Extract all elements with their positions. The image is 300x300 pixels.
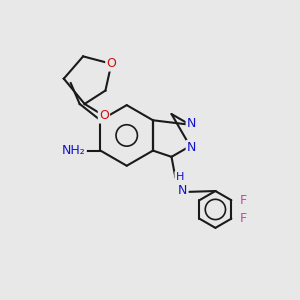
Text: F: F — [240, 212, 247, 225]
Text: N: N — [187, 117, 196, 130]
Text: NH₂: NH₂ — [62, 144, 86, 157]
Text: O: O — [99, 109, 109, 122]
Text: O: O — [106, 57, 116, 70]
Text: H: H — [176, 172, 184, 182]
Text: N: N — [178, 184, 188, 197]
Text: N: N — [187, 141, 196, 154]
Text: F: F — [240, 194, 247, 207]
